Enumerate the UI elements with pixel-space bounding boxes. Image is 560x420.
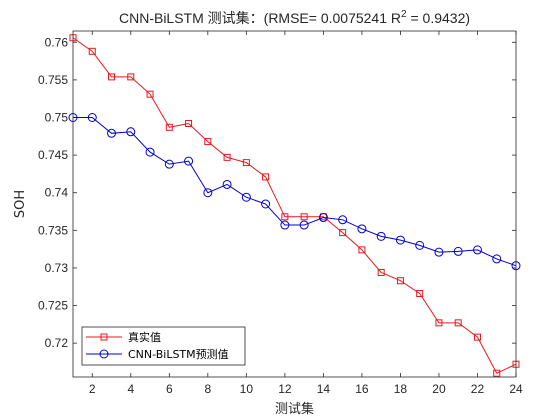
y-axis-label: SOH <box>13 190 28 218</box>
y-tick-label: 0.76 <box>45 35 69 49</box>
data-point-square <box>339 229 347 237</box>
legend-label-true: 真实值 <box>128 330 161 344</box>
data-point-circle <box>107 128 117 138</box>
legend-entry-true: 真实值 <box>86 330 161 344</box>
y-tick-label: 0.72 <box>45 336 69 350</box>
data-point-circle <box>453 246 463 256</box>
data-point-square <box>262 173 270 181</box>
x-tick-label: 10 <box>240 382 254 396</box>
data-point-circle <box>395 235 405 245</box>
y-tick-label: 0.735 <box>38 223 68 237</box>
data-point-square <box>165 123 173 131</box>
data-point-circle <box>318 213 328 223</box>
y-tick-label: 0.74 <box>45 186 69 200</box>
chart-title-end: = 0.9432) <box>407 10 470 26</box>
data-point-circle <box>184 156 194 166</box>
data-point-circle <box>261 199 271 209</box>
x-tick-label: 24 <box>509 382 523 396</box>
data-point-square <box>396 277 404 285</box>
data-point-circle <box>126 127 136 137</box>
data-point-square <box>242 159 250 167</box>
data-point-square <box>146 90 154 98</box>
plot-area <box>73 31 516 377</box>
data-point-circle <box>376 231 386 241</box>
chart-title: CNN-BiLSTM 测试集：(RMSE= 0.0075241 R2 = 0.9… <box>119 9 470 26</box>
chart-title-superscript: 2 <box>401 9 407 20</box>
series-line-1 <box>73 117 517 267</box>
x-tick-label: 4 <box>127 382 134 396</box>
data-point-square <box>416 290 424 298</box>
data-point-circle <box>164 159 174 169</box>
data-point-circle <box>338 215 348 225</box>
data-point-square <box>127 73 135 81</box>
data-point-square <box>88 47 96 55</box>
legend-entry-predicted: CNN-BiLSTM预测值 <box>86 348 229 361</box>
data-point-circle <box>472 245 482 255</box>
y-tick-label: 0.755 <box>38 73 68 87</box>
axes-box <box>72 30 517 378</box>
data-point-square <box>493 369 501 377</box>
data-point-square <box>281 213 289 221</box>
data-point-square <box>204 138 212 146</box>
x-tick-label: 22 <box>471 382 485 396</box>
legend-marker-square <box>100 333 108 341</box>
series-layer <box>68 34 521 377</box>
chart-title-main: CNN-BiLSTM 测试集：(RMSE= 0.0075241 R <box>119 10 401 26</box>
legend-label-predicted: CNN-BiLSTM预测值 <box>128 348 229 361</box>
data-point-square <box>377 268 385 276</box>
data-point-circle <box>492 254 502 264</box>
x-tick-label: 14 <box>317 382 331 396</box>
y-tick-label: 0.75 <box>45 111 69 125</box>
legend-box <box>81 326 246 366</box>
legend-marker-circle <box>99 349 109 359</box>
data-point-circle <box>241 192 251 202</box>
data-point-square <box>300 213 308 221</box>
data-point-circle <box>145 147 155 157</box>
y-tick-label: 0.745 <box>38 148 68 162</box>
data-point-circle <box>222 179 232 189</box>
x-tick-label: 6 <box>166 382 173 396</box>
data-point-square <box>358 246 366 254</box>
data-point-square <box>454 319 462 327</box>
x-tick-label: 12 <box>278 382 292 396</box>
x-axis-label: 测试集 <box>275 401 314 417</box>
legend: 真实值 CNN-BiLSTM预测值 <box>81 326 246 366</box>
data-point-square <box>473 333 481 341</box>
x-tick-label: 18 <box>394 382 408 396</box>
data-point-circle <box>299 220 309 230</box>
axes-layer: 2 4 6 8 10 12 14 16 18 20 22 240.720.7250.730.7350.… <box>38 30 523 396</box>
data-point-square <box>435 319 443 327</box>
x-tick-label: 8 <box>204 382 211 396</box>
y-tick-label: 0.73 <box>45 261 69 275</box>
x-tick-label: 16 <box>355 382 369 396</box>
data-point-square <box>108 73 116 81</box>
data-point-circle <box>203 188 213 198</box>
data-point-circle <box>415 240 425 250</box>
data-point-square <box>185 120 193 128</box>
data-point-circle <box>434 247 444 257</box>
data-point-circle <box>87 113 97 122</box>
x-tick-label: 20 <box>432 382 446 396</box>
data-point-circle <box>280 220 290 230</box>
y-tick-label: 0.725 <box>38 299 68 313</box>
x-tick-label: 2 <box>89 382 96 396</box>
data-point-circle <box>357 224 367 234</box>
data-point-square <box>223 153 231 161</box>
